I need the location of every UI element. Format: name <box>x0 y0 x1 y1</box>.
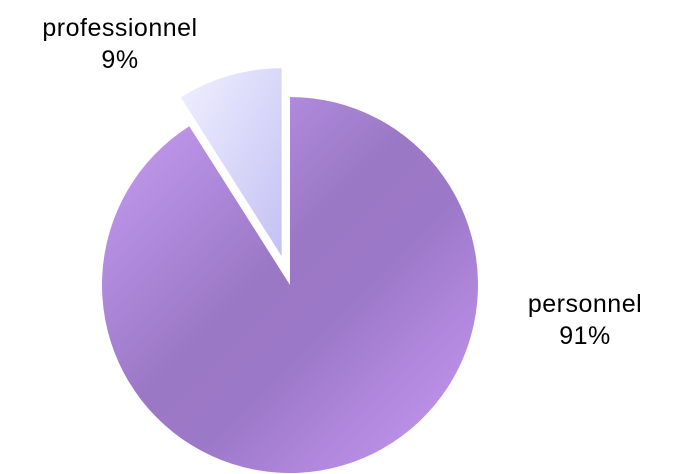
slice-label-personnel-name: personnel <box>527 290 643 318</box>
label-personnel: personnel 91% <box>505 288 665 352</box>
pie-slice-personnel <box>101 97 478 473</box>
slice-label-personnel-value: 91% <box>559 322 611 350</box>
pie-slices <box>101 68 478 473</box>
label-professionnel: professionnel 9% <box>10 12 230 76</box>
slice-label-professionnel-value: 9% <box>101 46 139 74</box>
pie-slice-professionnel <box>180 68 282 257</box>
slice-label-professionnel-name: professionnel <box>42 14 198 42</box>
